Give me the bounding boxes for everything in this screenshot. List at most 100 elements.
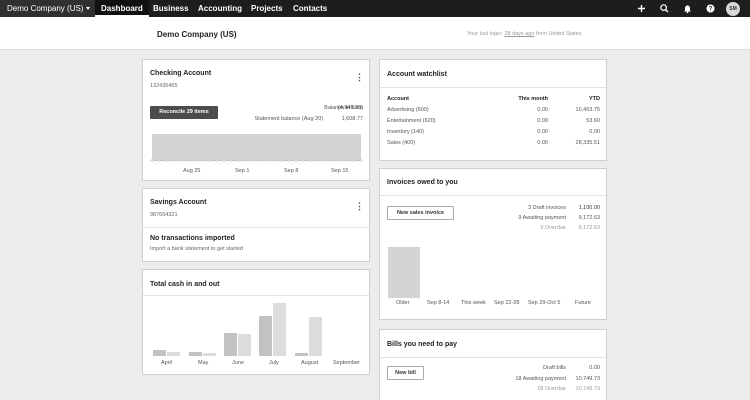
new-bill-button[interactable]: New bill (387, 366, 424, 380)
draft-bills-link[interactable]: Draft bills (543, 365, 566, 371)
data-point (265, 159, 269, 162)
help-icon[interactable]: ? (705, 3, 716, 14)
ytd-value: 10,453.75 (575, 107, 600, 113)
draft-bills-value: 0.00 (589, 365, 600, 371)
total-cash-card: Total cash in and out April May June Jul… (142, 269, 370, 375)
account-name[interactable]: Sales (400) (387, 140, 416, 146)
overdue-value: 10,749.73 (575, 386, 600, 392)
page-title: Demo Company (US) (157, 30, 237, 39)
tab-dashboard[interactable]: Dashboard (95, 0, 149, 17)
data-point (229, 159, 233, 162)
top-nav: Demo Company (US) Dashboard Business Acc… (0, 0, 750, 17)
bills-card: Bills you need to pay New bill Draft bil… (379, 329, 607, 400)
empty-state-text: Import a bank statement to get started (150, 246, 243, 252)
data-point (316, 159, 319, 162)
org-switcher[interactable]: Demo Company (US) (0, 0, 97, 17)
month-label: June (232, 360, 244, 366)
axis-tick-label: Sep 1 (235, 168, 250, 174)
card-title: Bills you need to pay (387, 341, 458, 348)
awaiting-payment-link[interactable]: 18 Awaiting payment (515, 376, 566, 382)
account-number: 132435465 (150, 83, 178, 89)
awaiting-payment-value: 9,172.63 (578, 215, 600, 221)
card-title[interactable]: Savings Account (150, 199, 207, 206)
invoice-bar[interactable] (388, 247, 420, 298)
this-month-value: 0.00 (537, 107, 548, 113)
cash-bar[interactable] (273, 303, 286, 356)
month-label: August (301, 360, 319, 366)
data-point (237, 159, 240, 162)
account-name[interactable]: Entertainment (620) (387, 118, 436, 124)
last-login: Your last login: 28 days ago from United… (467, 31, 582, 37)
balance-xero-label: Balance in Xero (324, 105, 363, 111)
column-header: This month (518, 96, 548, 102)
cash-bar[interactable] (224, 333, 237, 356)
overdue-link[interactable]: 9 Overdue (540, 225, 566, 231)
cash-bar[interactable] (309, 317, 322, 356)
axis-tick-label: Aug 25 (183, 168, 201, 174)
data-point (251, 159, 255, 162)
awaiting-payment-link[interactable]: 9 Awaiting payment (518, 215, 566, 221)
card-title[interactable]: Checking Account (150, 70, 212, 77)
account-name[interactable]: Advertising (600) (387, 107, 429, 113)
cash-bar[interactable] (167, 352, 180, 356)
cash-bar[interactable] (238, 334, 251, 356)
month-label: May (198, 360, 209, 366)
cash-bar[interactable] (203, 353, 216, 356)
data-point (287, 159, 291, 162)
account-number: 987654321 (150, 212, 178, 218)
overdue-link[interactable]: 18 Overdue (537, 386, 566, 392)
avatar[interactable]: SM (726, 2, 740, 16)
plus-icon[interactable] (636, 3, 647, 14)
data-point (330, 159, 334, 162)
month-label: July (269, 360, 279, 366)
empty-state-title: No transactions imported (150, 235, 235, 242)
overdue-value: 9,172.63 (578, 225, 600, 231)
tab-business[interactable]: Business (153, 4, 189, 13)
cash-chart (143, 270, 369, 360)
tab-contacts[interactable]: Contacts (293, 4, 328, 13)
data-point (273, 159, 276, 162)
more-options-icon[interactable]: ⋮ (355, 201, 364, 211)
data-point (165, 159, 168, 162)
cash-bar[interactable] (153, 349, 166, 356)
ytd-value: 0.00 (589, 129, 600, 135)
divider (143, 295, 369, 296)
data-point (193, 159, 197, 162)
card-title: Account watchlist (387, 71, 447, 78)
cash-bar[interactable] (259, 316, 272, 356)
column-label: Future (575, 300, 591, 306)
cash-bar[interactable] (189, 351, 202, 356)
last-login-link[interactable]: 28 days ago (504, 31, 535, 37)
balance-xero-value: (4,946.33) (337, 105, 363, 111)
this-month-value: 0.00 (537, 129, 548, 135)
account-name[interactable]: Inventory (140) (387, 129, 424, 135)
bell-icon[interactable] (682, 3, 693, 14)
data-point (294, 159, 298, 162)
tab-projects[interactable]: Projects (251, 4, 283, 13)
month-label: April (161, 360, 173, 366)
search-icon[interactable] (659, 3, 670, 14)
card-title: Invoices owed to you (387, 179, 458, 186)
cash-bar[interactable] (295, 353, 308, 356)
divider (380, 87, 606, 88)
statement-balance-value: 1,608.77 (341, 116, 363, 122)
data-point (359, 159, 363, 162)
column-header: YTD (589, 96, 600, 102)
more-options-icon[interactable]: ⋮ (355, 72, 364, 82)
column-header: Account (387, 96, 409, 102)
axis-tick-label: Sep 15 (331, 168, 349, 174)
checking-account-card: Checking Account 132435465 ⋮ Reconcile 2… (142, 59, 370, 181)
new-sales-invoice-button[interactable]: New sales invoice (387, 206, 454, 220)
data-point (337, 159, 341, 162)
reconcile-button[interactable]: Reconcile 29 items (150, 106, 218, 119)
column-label: Older (396, 300, 410, 306)
data-point (179, 159, 183, 162)
draft-invoices-link[interactable]: 3 Draft invoices (528, 205, 566, 211)
data-point (208, 159, 211, 162)
invoices-card: Invoices owed to you New sales invoice 3… (379, 168, 607, 320)
statement-balance-label: Statement balance (Aug 20) (254, 116, 324, 122)
data-point (280, 159, 283, 162)
data-point (352, 159, 355, 162)
column-label: This week (461, 300, 486, 306)
tab-accounting[interactable]: Accounting (198, 4, 242, 13)
